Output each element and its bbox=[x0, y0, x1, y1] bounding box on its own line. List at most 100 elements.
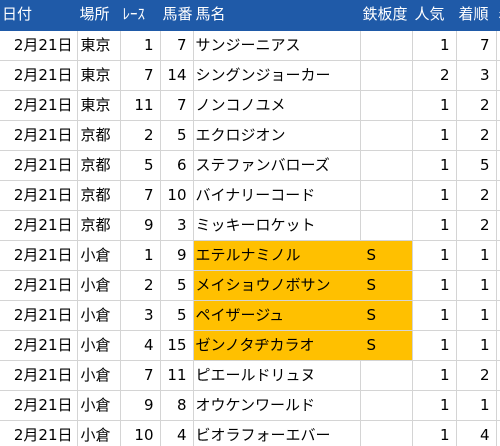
cell-race[interactable]: 7 bbox=[120, 360, 161, 391]
cell-date[interactable]: 2月21日 bbox=[0, 420, 78, 446]
cell-mark[interactable] bbox=[360, 390, 413, 421]
cell-finish[interactable]: 4 bbox=[456, 420, 497, 446]
cell-mark[interactable] bbox=[360, 120, 413, 151]
cell-umaban[interactable]: 3 bbox=[160, 210, 194, 241]
cell-finish[interactable]: 1 bbox=[456, 240, 497, 271]
cell-finish[interactable]: 1 bbox=[456, 270, 497, 301]
cell-place[interactable]: 京都 bbox=[77, 150, 121, 181]
cell-popularity[interactable]: 1 bbox=[412, 420, 457, 446]
cell-popularity[interactable]: 1 bbox=[412, 360, 457, 391]
cell-popularity[interactable]: 1 bbox=[412, 180, 457, 211]
cell-finish[interactable]: 2 bbox=[456, 210, 497, 241]
cell-horse[interactable]: オウケンワールド bbox=[193, 390, 361, 421]
header-finish[interactable]: 着順 bbox=[456, 0, 497, 31]
cell-umaban[interactable]: 15 bbox=[160, 330, 194, 361]
cell-race[interactable]: 5 bbox=[120, 150, 161, 181]
cell-horse[interactable]: バイナリーコード bbox=[193, 180, 361, 211]
cell-finish[interactable]: 3 bbox=[456, 60, 497, 91]
cell-place[interactable]: 小倉 bbox=[77, 420, 121, 446]
cell-race[interactable]: 7 bbox=[120, 60, 161, 91]
cell-race[interactable]: 4 bbox=[120, 330, 161, 361]
cell-race[interactable]: 9 bbox=[120, 210, 161, 241]
cell-popularity[interactable]: 1 bbox=[412, 120, 457, 151]
cell-place[interactable]: 東京 bbox=[77, 29, 121, 61]
cell-umaban[interactable]: 8 bbox=[160, 390, 194, 421]
cell-date[interactable]: 2月21日 bbox=[0, 180, 78, 211]
cell-finish[interactable]: 2 bbox=[456, 180, 497, 211]
cell-popularity[interactable]: 1 bbox=[412, 270, 457, 301]
cell-popularity[interactable]: 2 bbox=[412, 60, 457, 91]
cell-popularity[interactable]: 1 bbox=[412, 210, 457, 241]
cell-place[interactable]: 東京 bbox=[77, 60, 121, 91]
cell-finish[interactable]: 2 bbox=[456, 120, 497, 151]
cell-mark[interactable] bbox=[360, 60, 413, 91]
cell-extra[interactable] bbox=[496, 210, 500, 241]
cell-umaban[interactable]: 9 bbox=[160, 240, 194, 271]
cell-date[interactable]: 2月21日 bbox=[0, 270, 78, 301]
cell-extra[interactable] bbox=[496, 150, 500, 181]
cell-finish[interactable]: 7 bbox=[456, 29, 497, 61]
cell-place[interactable]: 小倉 bbox=[77, 390, 121, 421]
cell-mark[interactable] bbox=[360, 180, 413, 211]
cell-extra[interactable] bbox=[496, 29, 500, 61]
cell-date[interactable]: 2月21日 bbox=[0, 29, 78, 61]
cell-date[interactable]: 2月21日 bbox=[0, 210, 78, 241]
cell-horse[interactable]: ゼンノタヂカラオ bbox=[193, 330, 361, 361]
cell-date[interactable]: 2月21日 bbox=[0, 90, 78, 121]
header-umaban[interactable]: 馬番 bbox=[160, 0, 194, 31]
cell-mark[interactable] bbox=[360, 29, 413, 61]
header-date[interactable]: 日付 bbox=[0, 0, 78, 31]
cell-umaban[interactable]: 14 bbox=[160, 60, 194, 91]
cell-horse[interactable]: ペイザージュ bbox=[193, 300, 361, 331]
cell-extra[interactable] bbox=[496, 330, 500, 361]
header-place[interactable]: 場所 bbox=[77, 0, 121, 31]
cell-popularity[interactable]: 1 bbox=[412, 330, 457, 361]
cell-place[interactable]: 小倉 bbox=[77, 240, 121, 271]
cell-place[interactable]: 京都 bbox=[77, 210, 121, 241]
cell-extra[interactable] bbox=[496, 240, 500, 271]
cell-horse[interactable]: ビオラフォーエバー bbox=[193, 420, 361, 446]
cell-finish[interactable]: 2 bbox=[456, 360, 497, 391]
cell-popularity[interactable]: 1 bbox=[412, 90, 457, 121]
header-race[interactable]: ﾚｰｽ bbox=[120, 0, 161, 31]
cell-extra[interactable] bbox=[496, 180, 500, 211]
cell-race[interactable]: 1 bbox=[120, 29, 161, 61]
cell-extra[interactable] bbox=[496, 90, 500, 121]
cell-extra[interactable] bbox=[496, 360, 500, 391]
cell-umaban[interactable]: 7 bbox=[160, 29, 194, 61]
cell-umaban[interactable]: 5 bbox=[160, 120, 194, 151]
header-popularity[interactable]: 人気 bbox=[412, 0, 457, 31]
cell-umaban[interactable]: 6 bbox=[160, 150, 194, 181]
cell-race[interactable]: 2 bbox=[120, 120, 161, 151]
cell-extra[interactable] bbox=[496, 390, 500, 421]
cell-date[interactable]: 2月21日 bbox=[0, 330, 78, 361]
cell-horse[interactable]: ミッキーロケット bbox=[193, 210, 361, 241]
cell-place[interactable]: 小倉 bbox=[77, 330, 121, 361]
cell-popularity[interactable]: 1 bbox=[412, 390, 457, 421]
cell-extra[interactable] bbox=[496, 420, 500, 446]
cell-race[interactable]: 1 bbox=[120, 240, 161, 271]
cell-race[interactable]: 7 bbox=[120, 180, 161, 211]
cell-umaban[interactable]: 5 bbox=[160, 300, 194, 331]
cell-popularity[interactable]: 1 bbox=[412, 29, 457, 61]
cell-extra[interactable] bbox=[496, 120, 500, 151]
cell-date[interactable]: 2月21日 bbox=[0, 240, 78, 271]
cell-mark[interactable] bbox=[360, 90, 413, 121]
cell-finish[interactable]: 5 bbox=[456, 150, 497, 181]
cell-mark[interactable] bbox=[360, 360, 413, 391]
cell-place[interactable]: 東京 bbox=[77, 90, 121, 121]
cell-popularity[interactable]: 1 bbox=[412, 300, 457, 331]
cell-date[interactable]: 2月21日 bbox=[0, 150, 78, 181]
cell-finish[interactable]: 1 bbox=[456, 330, 497, 361]
cell-race[interactable]: 9 bbox=[120, 390, 161, 421]
cell-date[interactable]: 2月21日 bbox=[0, 390, 78, 421]
cell-finish[interactable]: 2 bbox=[456, 90, 497, 121]
cell-mark[interactable]: S bbox=[360, 270, 413, 301]
cell-umaban[interactable]: 11 bbox=[160, 360, 194, 391]
cell-race[interactable]: 10 bbox=[120, 420, 161, 446]
cell-place[interactable]: 京都 bbox=[77, 180, 121, 211]
cell-umaban[interactable]: 7 bbox=[160, 90, 194, 121]
cell-finish[interactable]: 1 bbox=[456, 300, 497, 331]
cell-horse[interactable]: エクロジオン bbox=[193, 120, 361, 151]
cell-date[interactable]: 2月21日 bbox=[0, 360, 78, 391]
